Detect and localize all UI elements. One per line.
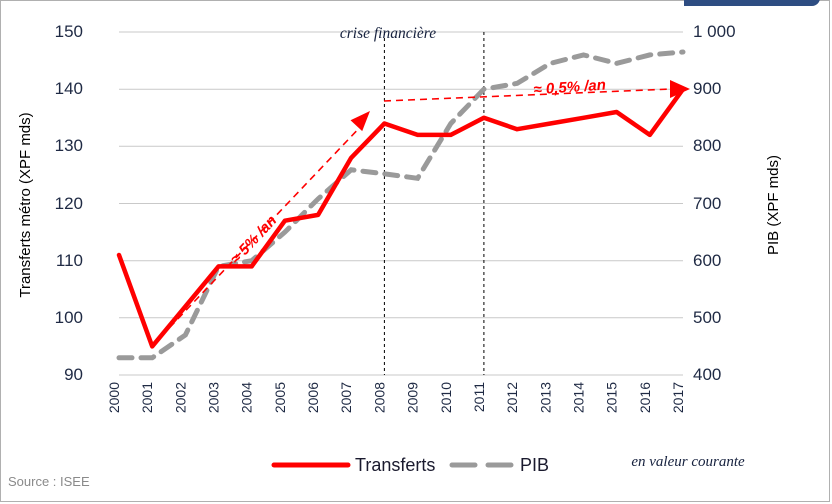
svg-text:2016: 2016 [637, 382, 653, 413]
svg-text:2003: 2003 [206, 382, 222, 413]
svg-text:90: 90 [64, 365, 83, 384]
svg-text:700: 700 [693, 194, 721, 213]
svg-text:110: 110 [56, 251, 83, 270]
svg-text:Transferts métro (XPF mds): Transferts métro (XPF mds) [17, 112, 34, 297]
svg-text:Transferts: Transferts [355, 455, 435, 475]
svg-text:130: 130 [55, 136, 83, 155]
svg-text:2005: 2005 [272, 382, 288, 413]
svg-text:120: 120 [55, 194, 83, 213]
svg-text:2002: 2002 [172, 382, 188, 413]
svg-text:en valeur courante: en valeur courante [631, 454, 745, 470]
svg-text:150: 150 [55, 22, 83, 41]
svg-text:500: 500 [693, 308, 721, 327]
svg-text:1 000: 1 000 [693, 22, 736, 41]
svg-text:100: 100 [55, 308, 83, 327]
svg-text:2015: 2015 [604, 382, 620, 413]
svg-text:2011: 2011 [471, 382, 487, 412]
svg-text:2004: 2004 [239, 382, 255, 413]
svg-text:crise financière: crise financière [340, 25, 436, 42]
svg-text:2014: 2014 [571, 382, 587, 413]
svg-text:2000: 2000 [106, 382, 122, 413]
svg-text:≈ 0,5% /an: ≈ 0,5% /an [533, 77, 606, 99]
svg-text:2010: 2010 [438, 382, 454, 413]
svg-text:PIB (XPF mds): PIB (XPF mds) [765, 155, 782, 255]
svg-text:PIB: PIB [520, 455, 549, 475]
svg-text:400: 400 [693, 365, 721, 384]
svg-text:800: 800 [693, 136, 721, 155]
svg-text:2013: 2013 [537, 382, 553, 413]
svg-text:140: 140 [55, 79, 83, 98]
svg-text:900: 900 [693, 79, 721, 98]
svg-text:2017: 2017 [670, 382, 686, 413]
svg-text:2012: 2012 [504, 382, 520, 413]
svg-text:2008: 2008 [371, 382, 387, 413]
svg-text:Source : ISEE: Source : ISEE [8, 474, 90, 489]
svg-text:600: 600 [693, 251, 721, 270]
svg-text:2001: 2001 [139, 382, 155, 413]
svg-text:2007: 2007 [338, 382, 354, 413]
svg-text:2009: 2009 [405, 382, 421, 413]
svg-text:2006: 2006 [305, 382, 321, 413]
